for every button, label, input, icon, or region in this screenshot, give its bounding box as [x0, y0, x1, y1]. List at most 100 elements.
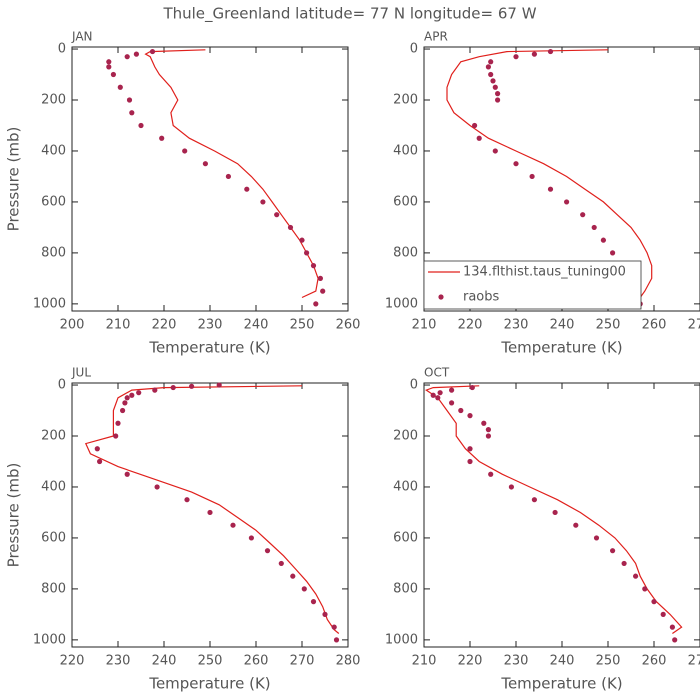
- y-axis-label: Pressure (mb): [5, 463, 23, 568]
- obs-point: [97, 458, 103, 465]
- obs-point: [159, 135, 165, 141]
- obs-point: [260, 199, 266, 205]
- obs-point: [529, 173, 535, 180]
- obs-point: [248, 535, 254, 541]
- obs-point: [106, 64, 112, 70]
- obs-point: [508, 484, 514, 490]
- obs-point: [189, 383, 195, 389]
- obs-point: [660, 611, 666, 617]
- model-line: [144, 49, 319, 299]
- y-tick-label: 200: [41, 429, 66, 444]
- x-tick-label: 210: [412, 654, 437, 669]
- obs-point: [593, 535, 600, 541]
- obs-point: [225, 173, 231, 180]
- obs-point: [469, 384, 475, 391]
- obs-point: [207, 509, 213, 516]
- x-tick-label: 240: [550, 318, 575, 333]
- y-tick-label: 1000: [33, 632, 66, 647]
- obs-point: [317, 275, 323, 281]
- x-tick-label: 250: [290, 318, 315, 333]
- obs-point: [290, 573, 296, 579]
- x-tick-label: 220: [458, 318, 483, 333]
- y-tick-label: 800: [393, 581, 418, 596]
- obs-point: [600, 237, 607, 243]
- obs-point: [120, 407, 126, 414]
- x-axis-label: Temperature (K): [148, 339, 270, 357]
- obs-point: [495, 97, 501, 103]
- x-tick-label: 280: [336, 654, 361, 669]
- obs-point: [513, 54, 519, 60]
- obs-point: [310, 263, 317, 269]
- y-tick-label: 400: [41, 479, 66, 494]
- obs-point: [216, 382, 222, 388]
- obs-point: [552, 509, 558, 516]
- panel-title: JUL: [71, 366, 91, 380]
- x-tick-label: 240: [244, 318, 269, 333]
- obs-point: [651, 599, 657, 605]
- plot-frame: [71, 46, 349, 312]
- obs-point: [610, 548, 616, 554]
- obs-point: [202, 161, 208, 167]
- obs-point: [467, 458, 473, 465]
- x-tick-label: 260: [244, 654, 269, 669]
- obs-point: [106, 59, 112, 65]
- y-tick-label: 0: [58, 378, 66, 393]
- obs-point: [488, 471, 494, 477]
- legend-label: raobs: [463, 290, 500, 305]
- obs-point: [320, 288, 326, 294]
- panel-title: APR: [424, 30, 448, 44]
- obs-point: [129, 392, 135, 398]
- x-tick-label: 270: [688, 654, 700, 669]
- x-tick-label: 230: [504, 654, 529, 669]
- y-tick-label: 800: [41, 581, 66, 596]
- obs-point: [513, 161, 519, 167]
- obs-point: [333, 637, 340, 643]
- y-axis-label: Pressure (mb): [5, 127, 23, 232]
- obs-point: [488, 59, 494, 65]
- obs-point: [580, 212, 586, 218]
- obs-point: [490, 78, 496, 84]
- obs-point: [430, 392, 436, 398]
- obs-point: [485, 64, 491, 70]
- obs-point: [485, 427, 491, 433]
- x-tick-label: 240: [152, 654, 177, 669]
- y-tick-label: 600: [41, 194, 66, 209]
- obs-point: [610, 250, 616, 256]
- obs-point: [138, 122, 144, 129]
- obs-point: [672, 637, 678, 643]
- obs-point: [437, 390, 443, 396]
- y-tick-label: 1000: [33, 296, 66, 311]
- obs-point: [184, 497, 190, 503]
- model-line: [424, 385, 683, 634]
- y-tick-label: 1000: [385, 296, 418, 311]
- y-tick-label: 600: [41, 530, 66, 545]
- obs-point: [154, 484, 160, 490]
- obs-point: [547, 186, 554, 192]
- obs-point: [531, 497, 538, 503]
- obs-point: [244, 186, 250, 192]
- x-tick-label: 220: [60, 654, 85, 669]
- y-tick-label: 200: [41, 93, 66, 108]
- x-tick-label: 260: [336, 318, 361, 333]
- y-tick-label: 600: [393, 530, 418, 545]
- y-tick-label: 1000: [385, 632, 418, 647]
- obs-point: [322, 611, 328, 617]
- x-tick-label: 220: [458, 654, 483, 669]
- obs-point: [129, 110, 135, 116]
- obs-point: [481, 420, 487, 426]
- x-tick-label: 250: [596, 318, 621, 333]
- obs-point: [299, 237, 305, 243]
- y-tick-label: 0: [58, 42, 66, 57]
- figure-title: Thule_Greenland latitude= 77 N longitude…: [162, 5, 536, 24]
- obs-point: [531, 51, 538, 57]
- obs-point: [495, 91, 501, 97]
- obs-point: [152, 387, 158, 393]
- obs-point: [449, 387, 455, 393]
- obs-point: [467, 413, 473, 419]
- model-line: [446, 49, 653, 298]
- x-tick-label: 250: [198, 654, 223, 669]
- y-tick-label: 400: [393, 143, 418, 158]
- obs-point: [117, 84, 123, 90]
- x-tick-label: 270: [688, 318, 700, 333]
